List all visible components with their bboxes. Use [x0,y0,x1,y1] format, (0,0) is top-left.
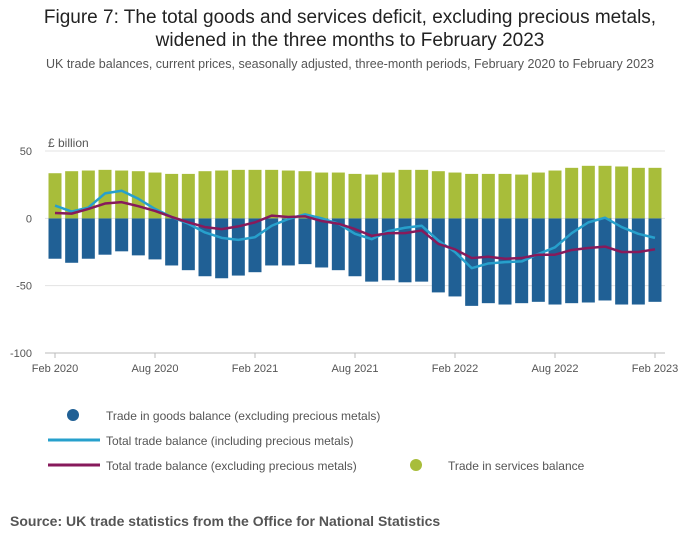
services-bar [181,173,195,219]
services-bar [598,165,612,219]
services-bar [115,170,129,219]
goods-bar [298,218,312,265]
services-bar [431,171,445,219]
services-bar [198,171,212,219]
services-bar [248,169,262,219]
services-bar [648,167,662,219]
goods-bar [598,218,612,301]
services-bar [531,172,545,219]
services-bar [265,169,279,219]
y-axis-label: £ billion [48,136,89,150]
goods-bar [148,218,162,260]
services-bar [65,171,79,219]
services-bar [381,172,395,219]
services-bar [631,167,645,219]
x-tick-label: Feb 2021 [232,363,278,375]
services-bar [398,169,412,219]
goods-bar [165,218,179,266]
x-tick-label: Aug 2020 [131,363,178,375]
x-tick-label: Aug 2022 [531,363,578,375]
services-bar [448,172,462,219]
services-bar [565,167,579,219]
goods-bar [331,218,345,271]
legend-marker-services [410,459,422,471]
y-tick-label: -100 [10,348,32,360]
services-bar [231,169,245,219]
services-bar [348,173,362,219]
title-line-1: Figure 7: The total goods and services d… [43,7,657,28]
goods-bar [231,218,245,276]
x-tick-label: Feb 2023 [632,363,678,375]
legend-label-services: Trade in services balance [448,459,585,473]
services-bar [581,165,595,219]
x-tick-label: Feb 2022 [432,363,478,375]
goods-bar [481,218,495,304]
source-note: Source: UK trade statistics from the Off… [10,513,441,529]
services-bar [331,172,345,219]
goods-bar [581,218,595,303]
goods-bar [181,218,195,271]
services-bar [615,166,629,219]
services-bar [298,171,312,219]
goods-bar [381,218,395,281]
goods-bar [265,218,279,266]
total-excl-line [54,200,656,260]
goods-bar [81,218,95,259]
services-bar [548,170,562,219]
services-bar [165,173,179,219]
legend-label-total-excl: Total trade balance (excluding precious … [106,459,357,473]
goods-bar [248,218,262,273]
goods-bar [448,218,462,297]
services-bar [215,170,229,219]
total-incl-line [54,189,656,270]
goods-bar [115,218,129,252]
goods-bar [281,218,295,266]
legend-label-total-incl: Total trade balance (including precious … [106,434,354,448]
goods-bar [565,218,579,304]
services-bar [131,171,145,219]
services-bar [498,173,512,219]
y-tick-label: -50 [16,281,32,293]
goods-bar [365,218,379,282]
x-tick-label: Aug 2021 [331,363,378,375]
goods-bar [431,218,445,293]
services-bar [515,174,529,219]
goods-bar [48,218,62,259]
goods-bar [415,218,429,282]
legend-marker-goods [67,409,79,421]
y-tick-label: 0 [26,213,32,225]
goods-bar [65,218,79,263]
goods-bar [215,218,229,279]
services-bar [48,173,62,219]
goods-bar [548,218,562,305]
chart-title: Figure 7: The total goods and services d… [0,6,700,52]
services-bar [481,173,495,219]
goods-bar [315,218,329,268]
title-line-2: widened in the three months to February … [155,30,545,51]
services-bar [465,173,479,219]
goods-bar [615,218,629,305]
goods-bar [131,218,145,256]
x-tick-label: Feb 2020 [32,363,78,375]
goods-bar [531,218,545,302]
y-tick-label: 50 [20,146,32,158]
services-bar [365,174,379,219]
services-bar [415,169,429,219]
services-bar [315,172,329,219]
goods-bar [631,218,645,305]
goods-bar [98,218,112,255]
goods-bar [648,218,662,302]
goods-bar [465,218,479,306]
chart-subtitle: UK trade balances, current prices, seaso… [46,57,654,71]
legend-label-goods: Trade in goods balance (excluding precio… [106,409,381,423]
services-bar [281,170,295,219]
